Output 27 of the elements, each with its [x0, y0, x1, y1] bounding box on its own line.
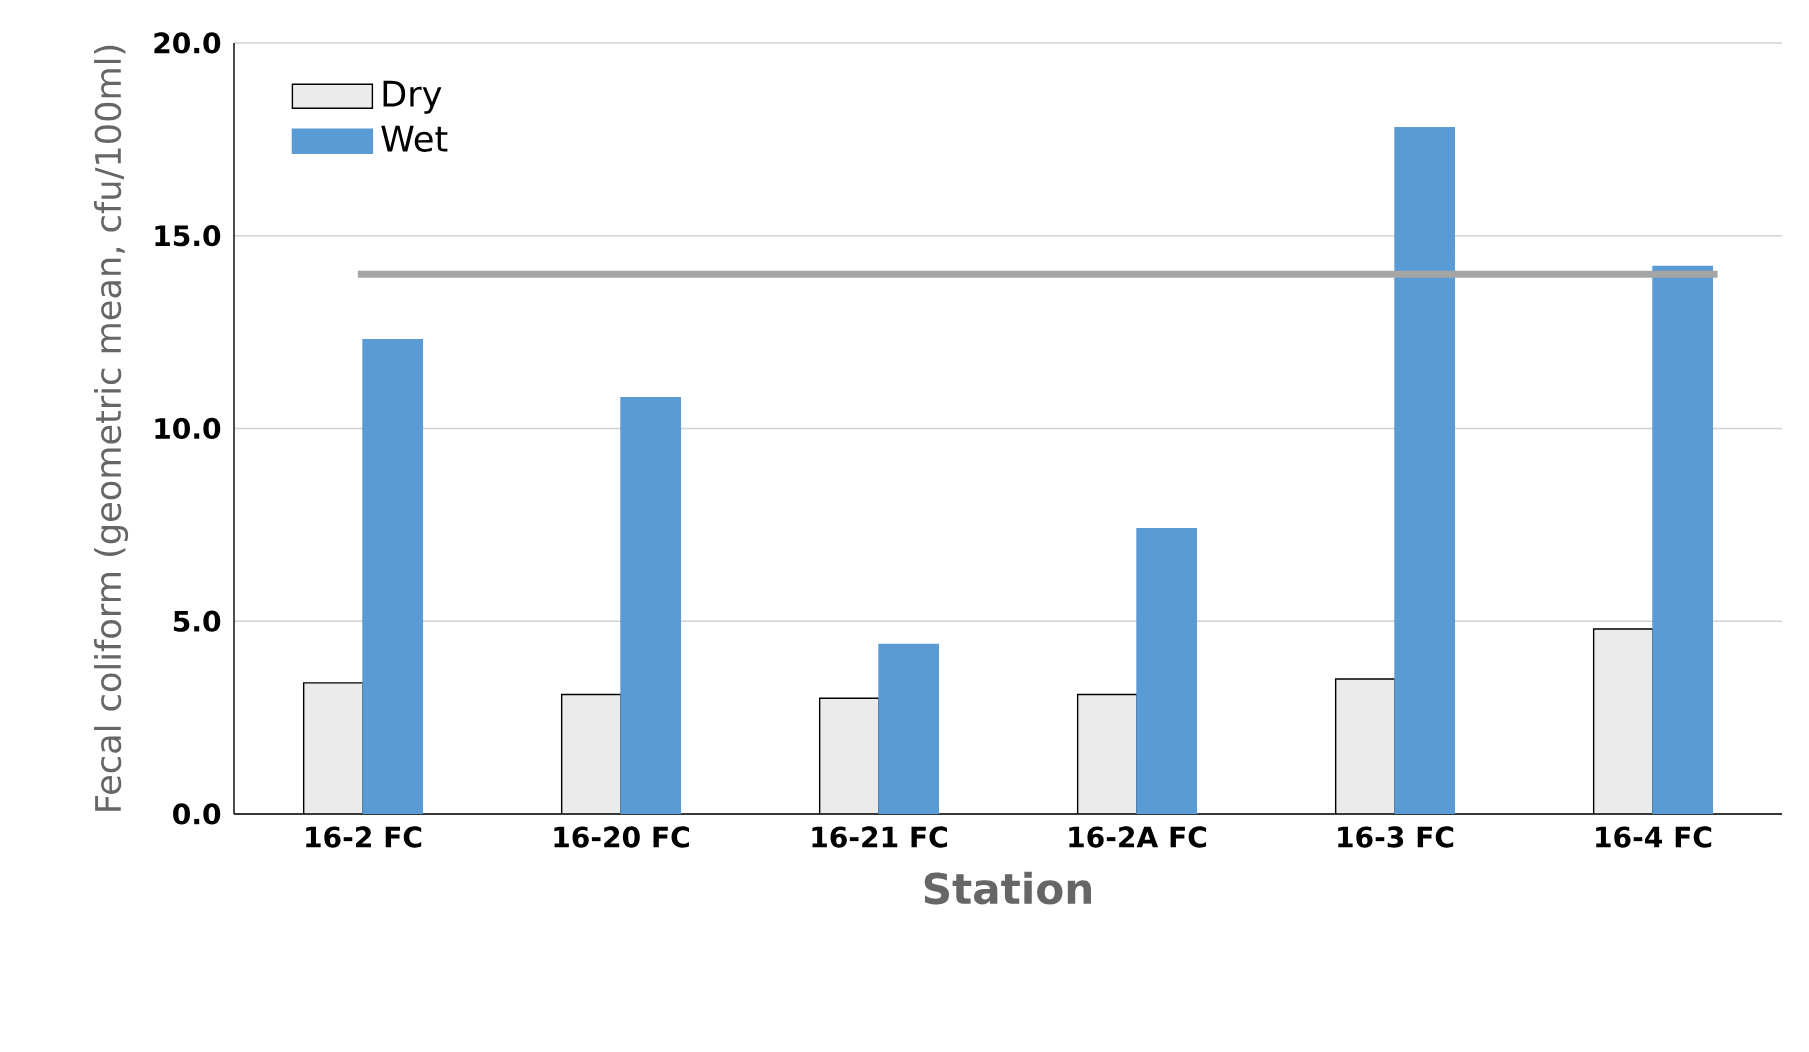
bar [1394, 127, 1456, 814]
bar [819, 698, 879, 814]
bar [1077, 694, 1137, 814]
y-tick-label: 15.0 [155, 225, 221, 247]
x-tick-label: 16-20 FC [554, 826, 690, 848]
bar [1335, 679, 1395, 814]
bar [620, 396, 682, 814]
x-tick-label: 16-3 FC [1338, 826, 1454, 848]
bar [1592, 628, 1654, 814]
y-tick-label: 10.0 [155, 417, 221, 440]
bar [362, 339, 424, 814]
y-tick-label: 20.0 [154, 32, 221, 54]
y-axis-title: Fecal coliform (geometric mean, cfu/100ml) [94, 45, 129, 811]
legend-label: Wet [381, 125, 448, 152]
x-tick-label: 16-2A FC [1069, 826, 1207, 848]
x-tick-label: 16-21 FC [812, 826, 947, 848]
legend-label: Dry [383, 80, 442, 114]
bar [1136, 528, 1198, 814]
y-tick-label: 0.0 [173, 803, 221, 825]
x-tick-label: 16-2 FC [306, 826, 422, 848]
bar [561, 694, 621, 814]
bar [1652, 265, 1714, 814]
y-tick-label: 5.0 [173, 610, 221, 632]
bar [303, 682, 364, 814]
x-axis-title: Station [924, 871, 1092, 905]
bar [878, 643, 940, 814]
x-tick-label: 16-4 FC [1596, 826, 1712, 848]
